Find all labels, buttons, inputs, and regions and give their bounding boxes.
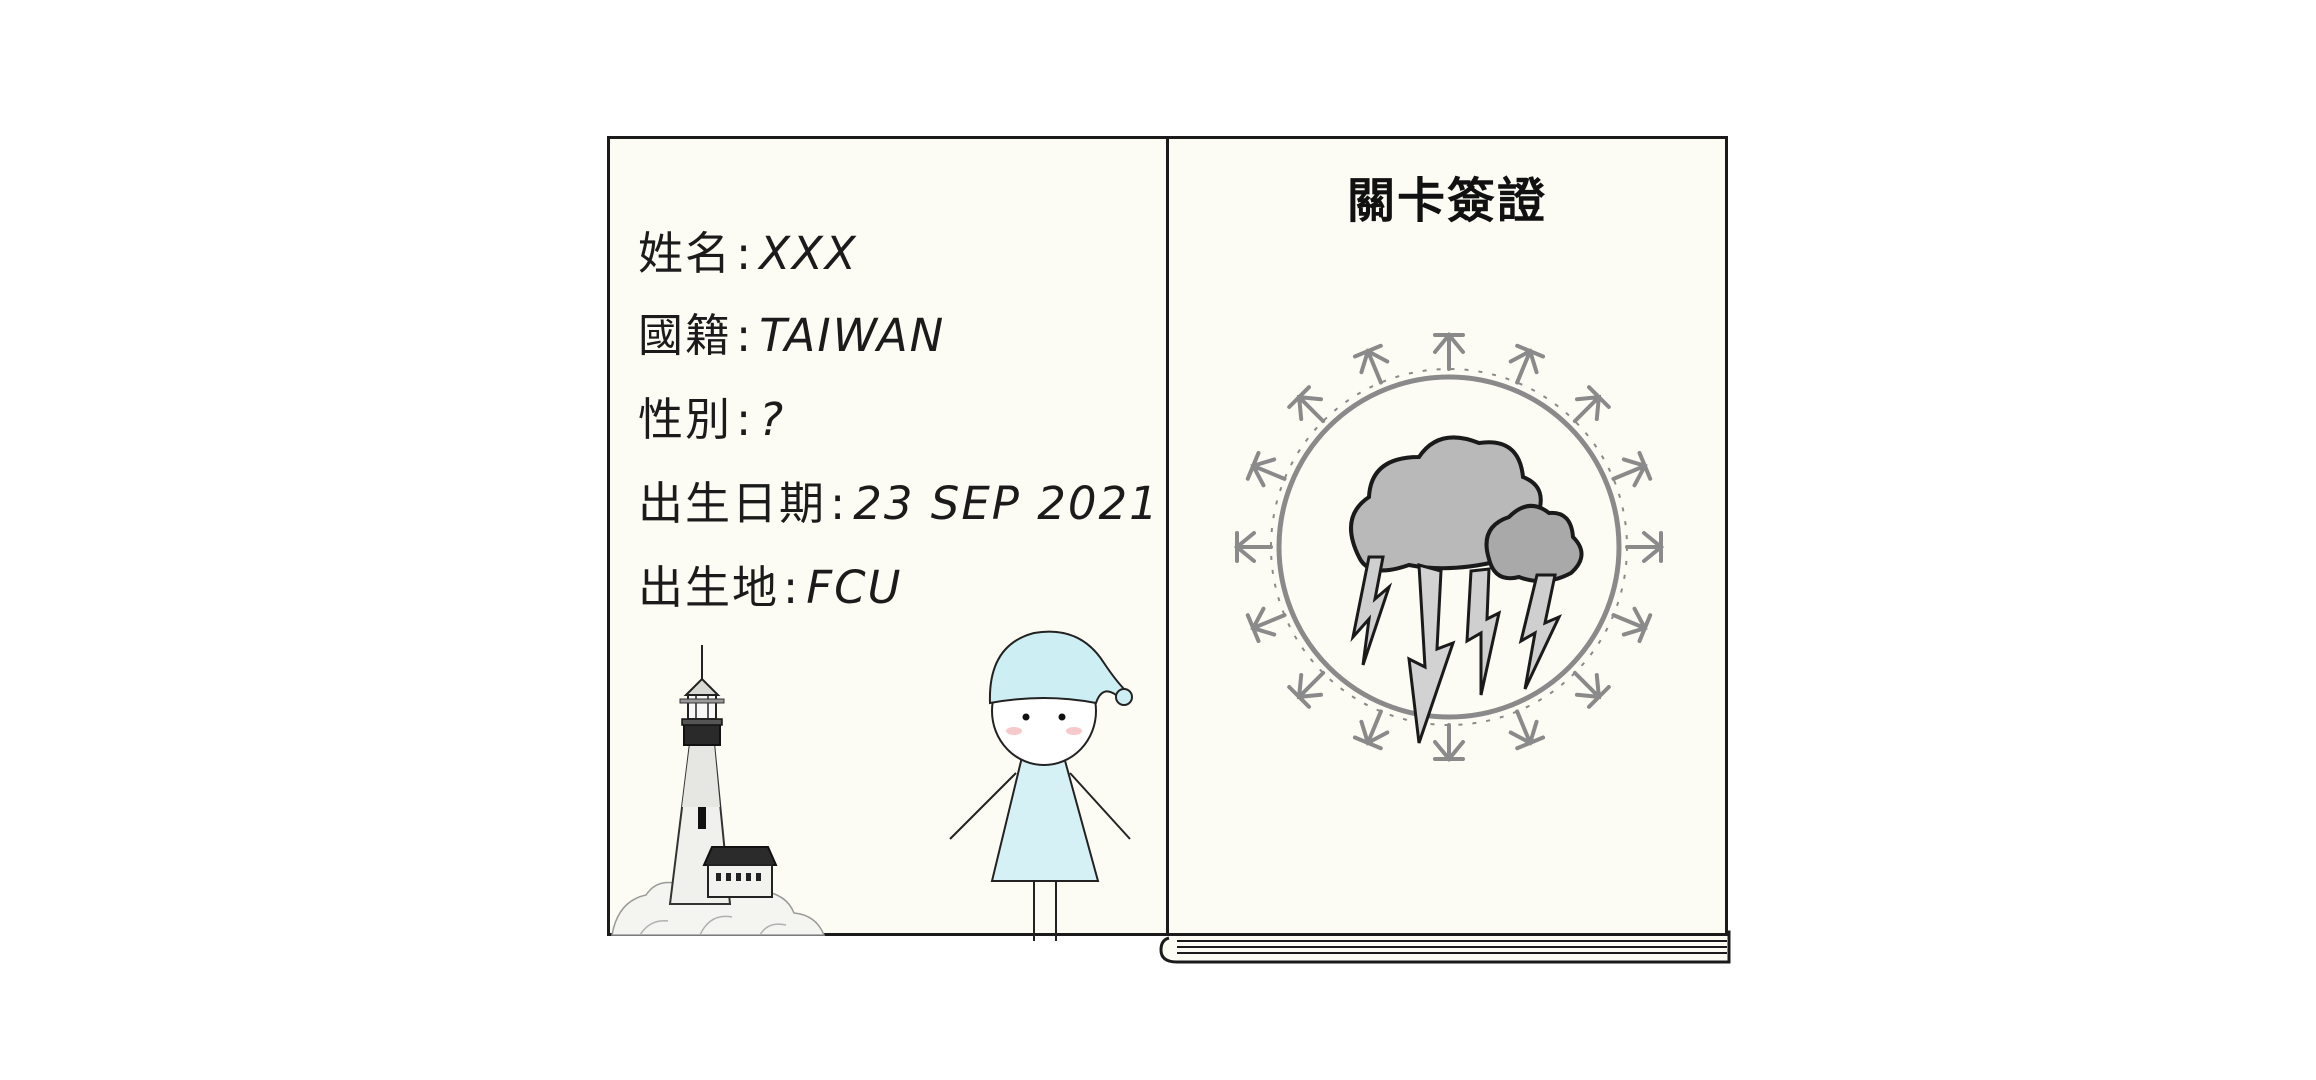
stamp-spike [1508,709,1546,751]
stamp-spike [1352,709,1390,751]
stamp-spike [1611,606,1653,644]
stamp-spike [1625,531,1665,563]
field-sex-label: 性別 [638,393,733,446]
stamp-spike [1245,450,1287,488]
field-separator: : [783,561,801,614]
stamp-spike [1611,450,1653,488]
visa-page: 關卡簽證 [1166,136,1728,936]
field-name: 姓名: XXX [638,217,858,282]
visa-title: 關卡簽證 [1346,173,1547,229]
stamp-spike [1433,331,1465,371]
field-birth-place-value: FCU [806,561,903,614]
field-birth-date-label: 出生日期 [638,477,827,530]
field-separator: : [736,309,754,362]
stamp-spike [1352,343,1390,385]
stamp-spike [1233,531,1273,563]
field-separator: : [736,393,754,446]
field-birth-place-label: 出生地 [638,561,780,614]
identity-page: 姓名: XXX 國籍: TAIWAN 性別:? 出生日期:23 SEP 2021 出… [607,136,1169,941]
field-sex-value: ? [759,393,786,446]
field-nationality: 國籍: TAIWAN [638,299,945,364]
field-nationality-label: 國籍 [638,309,733,362]
stamp-spike [1287,385,1326,424]
stamp-spike [1245,606,1287,644]
field-birth-date-value: 23 SEP 2021 [853,477,1160,530]
field-separator: : [830,477,848,530]
page-stack-edge [1159,930,1731,964]
field-nationality-value: TAIWAN [759,309,946,362]
field-name-value: XXX [759,227,858,280]
field-sex: 性別:? [638,383,785,448]
stamp-spike [1572,385,1611,424]
field-separator: : [736,227,754,280]
lighthouse-icon [611,645,826,936]
thunderstorm-stamp-icon [1233,331,1665,763]
stamp-spike [1287,670,1326,709]
stamp-spike [1433,723,1465,763]
stamp-spike [1572,670,1611,709]
stamp-spike [1508,343,1546,385]
field-birth-date: 出生日期:23 SEP 2021 [638,467,1160,532]
field-name-label: 姓名 [638,227,733,280]
sleeping-cap-figure [949,630,1133,941]
field-birth-place: 出生地: FCU [638,551,902,616]
